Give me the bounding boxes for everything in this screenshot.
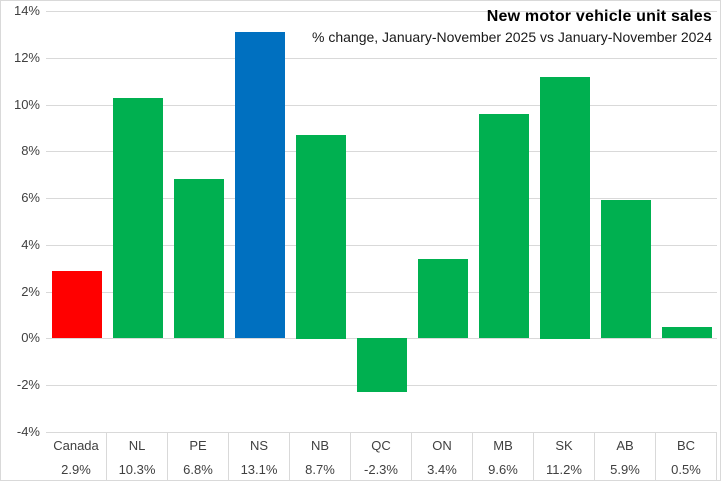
bar-ab — [600, 200, 651, 339]
value-label: 10.3% — [107, 457, 168, 480]
value-row: 2.9% 10.3% 6.8% 13.1% 8.7% -2.3% 3.4% 9.6% 11.2%… — [46, 457, 717, 480]
gridline — [46, 245, 717, 246]
bar-pe — [173, 179, 224, 339]
category-label: PE — [168, 433, 229, 457]
category-row: Canada NL PE NS NB QC ON MB SK AB BC — [46, 433, 717, 457]
value-label: 13.1% — [229, 457, 290, 480]
category-label: MB — [473, 433, 534, 457]
chart-header: New motor vehicle unit sales % change, J… — [312, 7, 712, 46]
plot-area — [46, 11, 717, 433]
y-axis-label: 8% — [21, 143, 40, 158]
category-label: Canada — [46, 433, 107, 457]
category-label: QC — [351, 433, 412, 457]
value-label: 3.4% — [412, 457, 473, 480]
value-label: 5.9% — [595, 457, 656, 480]
category-label: ON — [412, 433, 473, 457]
category-table: Canada NL PE NS NB QC ON MB SK AB BC 2.9% 10.3% 6.8%… — [46, 432, 717, 480]
gridline — [46, 151, 717, 152]
bar-bc — [661, 326, 712, 339]
value-label: -2.3% — [351, 457, 412, 480]
bar-nb — [295, 135, 346, 339]
chart-subtitle: % change, January-November 2025 vs Janua… — [312, 29, 712, 45]
y-axis-label: 0% — [21, 330, 40, 345]
gridline — [46, 198, 717, 199]
y-axis-label: 4% — [21, 237, 40, 252]
bar-nl — [112, 97, 163, 339]
y-axis-label: 12% — [13, 50, 40, 65]
bar-canada — [51, 270, 102, 339]
y-axis-label: 10% — [13, 97, 40, 112]
category-label: BC — [656, 433, 717, 457]
gridline — [46, 292, 717, 293]
gridline — [46, 58, 717, 59]
value-label: 9.6% — [473, 457, 534, 480]
value-label: 6.8% — [168, 457, 229, 480]
chart-title: New motor vehicle unit sales — [486, 8, 712, 25]
category-label: NL — [107, 433, 168, 457]
category-label: SK — [534, 433, 595, 457]
bar-mb — [478, 113, 529, 339]
y-axis-label: -4% — [16, 424, 40, 439]
value-label: 11.2% — [534, 457, 595, 480]
value-label: 8.7% — [290, 457, 351, 480]
category-label: NB — [290, 433, 351, 457]
gridline — [46, 105, 717, 106]
bar-qc — [356, 338, 407, 393]
category-label: NS — [229, 433, 290, 457]
bar-sk — [539, 76, 590, 339]
y-axis-label: 14% — [13, 3, 40, 18]
gridline — [46, 432, 717, 433]
value-label: 0.5% — [656, 457, 717, 480]
gridline — [46, 11, 717, 12]
y-axis-label: -2% — [16, 377, 40, 392]
category-label: AB — [595, 433, 656, 457]
y-axis-label: 6% — [21, 190, 40, 205]
value-label: 2.9% — [46, 457, 107, 480]
y-axis-label: 2% — [21, 284, 40, 299]
bar-on — [417, 258, 468, 339]
bar-ns — [234, 32, 285, 339]
y-axis: 14% 12% 10% 8% 6% 4% 2% 0% -2% -4% — [1, 1, 40, 480]
